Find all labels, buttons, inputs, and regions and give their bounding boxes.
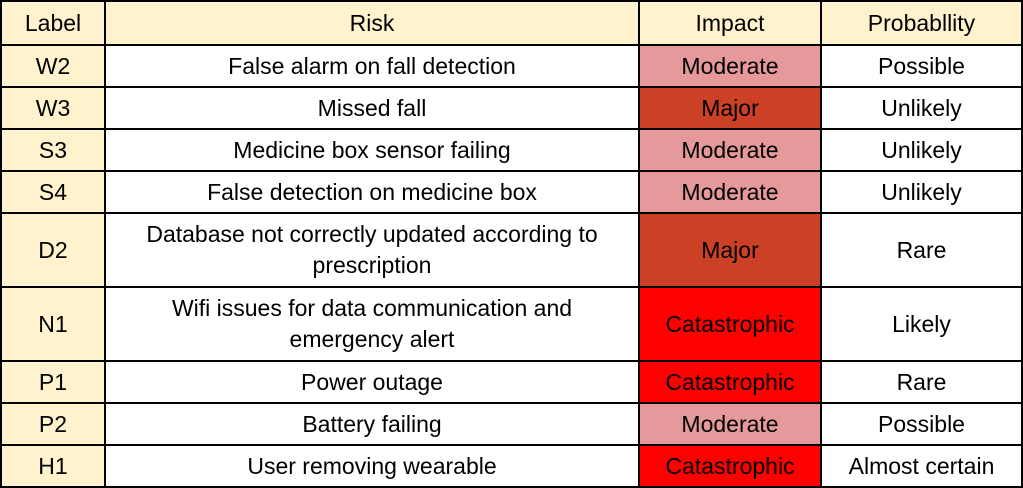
impact-cell: Moderate	[638, 44, 822, 88]
table-row: W2 False alarm on fall detection Moderat…	[0, 44, 1023, 88]
label-cell: S3	[0, 128, 106, 172]
impact-cell: Moderate	[638, 128, 822, 172]
table-row: H1 User removing wearable Catastrophic A…	[0, 444, 1023, 488]
probability-cell: Almost certain	[820, 444, 1023, 488]
impact-cell: Moderate	[638, 170, 822, 214]
impact-cell: Catastrophic	[638, 286, 822, 362]
impact-cell: Major	[638, 212, 822, 288]
probability-cell: Rare	[820, 212, 1023, 288]
risk-cell: Battery failing	[104, 402, 640, 446]
impact-cell: Catastrophic	[638, 360, 822, 404]
label-cell: W2	[0, 44, 106, 88]
risk-cell: Power outage	[104, 360, 640, 404]
header-label: Label	[0, 0, 106, 46]
probability-cell: Possible	[820, 402, 1023, 446]
impact-cell: Catastrophic	[638, 444, 822, 488]
risk-cell: False alarm on fall detection	[104, 44, 640, 88]
header-row: Label Risk Impact Probabllity	[0, 0, 1023, 46]
probability-cell: Unlikely	[820, 128, 1023, 172]
label-cell: W3	[0, 86, 106, 130]
risk-cell: Missed fall	[104, 86, 640, 130]
label-cell: H1	[0, 444, 106, 488]
header-probability: Probabllity	[820, 0, 1023, 46]
probability-cell: Likely	[820, 286, 1023, 362]
table-row: P1 Power outage Catastrophic Rare	[0, 360, 1023, 404]
risk-cell: User removing wearable	[104, 444, 640, 488]
header-impact: Impact	[638, 0, 822, 46]
table-row: S3 Medicine box sensor failing Moderate …	[0, 128, 1023, 172]
label-cell: N1	[0, 286, 106, 362]
label-cell: P1	[0, 360, 106, 404]
risk-cell: Medicine box sensor failing	[104, 128, 640, 172]
table-row: D2 Database not correctly updated accord…	[0, 212, 1023, 288]
table-row: W3 Missed fall Major Unlikely	[0, 86, 1023, 130]
probability-cell: Possible	[820, 44, 1023, 88]
risk-cell: Database not correctly updated according…	[104, 212, 640, 288]
risk-cell: Wifi issues for data communication and e…	[104, 286, 640, 362]
table-row: P2 Battery failing Moderate Possible	[0, 402, 1023, 446]
probability-cell: Unlikely	[820, 86, 1023, 130]
impact-cell: Moderate	[638, 402, 822, 446]
table-row: S4 False detection on medicine box Moder…	[0, 170, 1023, 214]
table-row: N1 Wifi issues for data communication an…	[0, 286, 1023, 362]
probability-cell: Rare	[820, 360, 1023, 404]
header-risk: Risk	[104, 0, 640, 46]
label-cell: D2	[0, 212, 106, 288]
risk-cell: False detection on medicine box	[104, 170, 640, 214]
probability-cell: Unlikely	[820, 170, 1023, 214]
label-cell: S4	[0, 170, 106, 214]
label-cell: P2	[0, 402, 106, 446]
impact-cell: Major	[638, 86, 822, 130]
